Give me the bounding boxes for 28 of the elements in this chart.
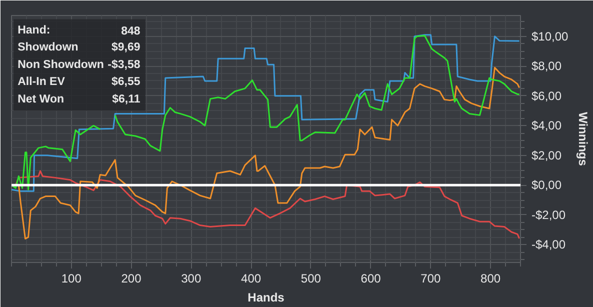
annotation: -$3,58 [108,58,141,71]
x-tick-label: 300 [181,272,202,286]
annotation: $6,55 [112,76,141,88]
x-tick-label: 400 [241,272,262,286]
y-axis-title: Winnings [576,112,590,166]
annotation: $9,69 [112,42,140,54]
annotation: Showdown [18,42,78,54]
y-tick-label: $10,00 [532,29,569,44]
y-tick-label: $4,00 [532,118,562,133]
annotation: 848 [121,25,141,38]
x-tick-label: 700 [420,272,442,286]
y-tick-label: -$4,00 [532,238,566,252]
x-tick-label: 500 [300,272,322,286]
x-tick-label: 200 [121,272,142,286]
x-axis-title: Hands [248,290,285,304]
y-tick-label: $2,00 [532,148,562,162]
y-tick-label: -$2,00 [532,208,566,222]
x-tick-label: 800 [480,272,501,286]
annotation: Non Showdown [18,58,104,71]
y-tick-label: $0,00 [532,178,562,192]
annotation: All-In EV [18,76,66,88]
x-tick-label: 600 [360,272,382,286]
annotation: Net Won [18,93,64,106]
annotation: $6,11 [112,93,141,106]
y-tick-label: $6,00 [532,88,562,103]
annotation: Hand: [18,24,50,36]
x-tick-label: 100 [61,272,82,286]
y-tick-label: $8,00 [532,59,562,74]
